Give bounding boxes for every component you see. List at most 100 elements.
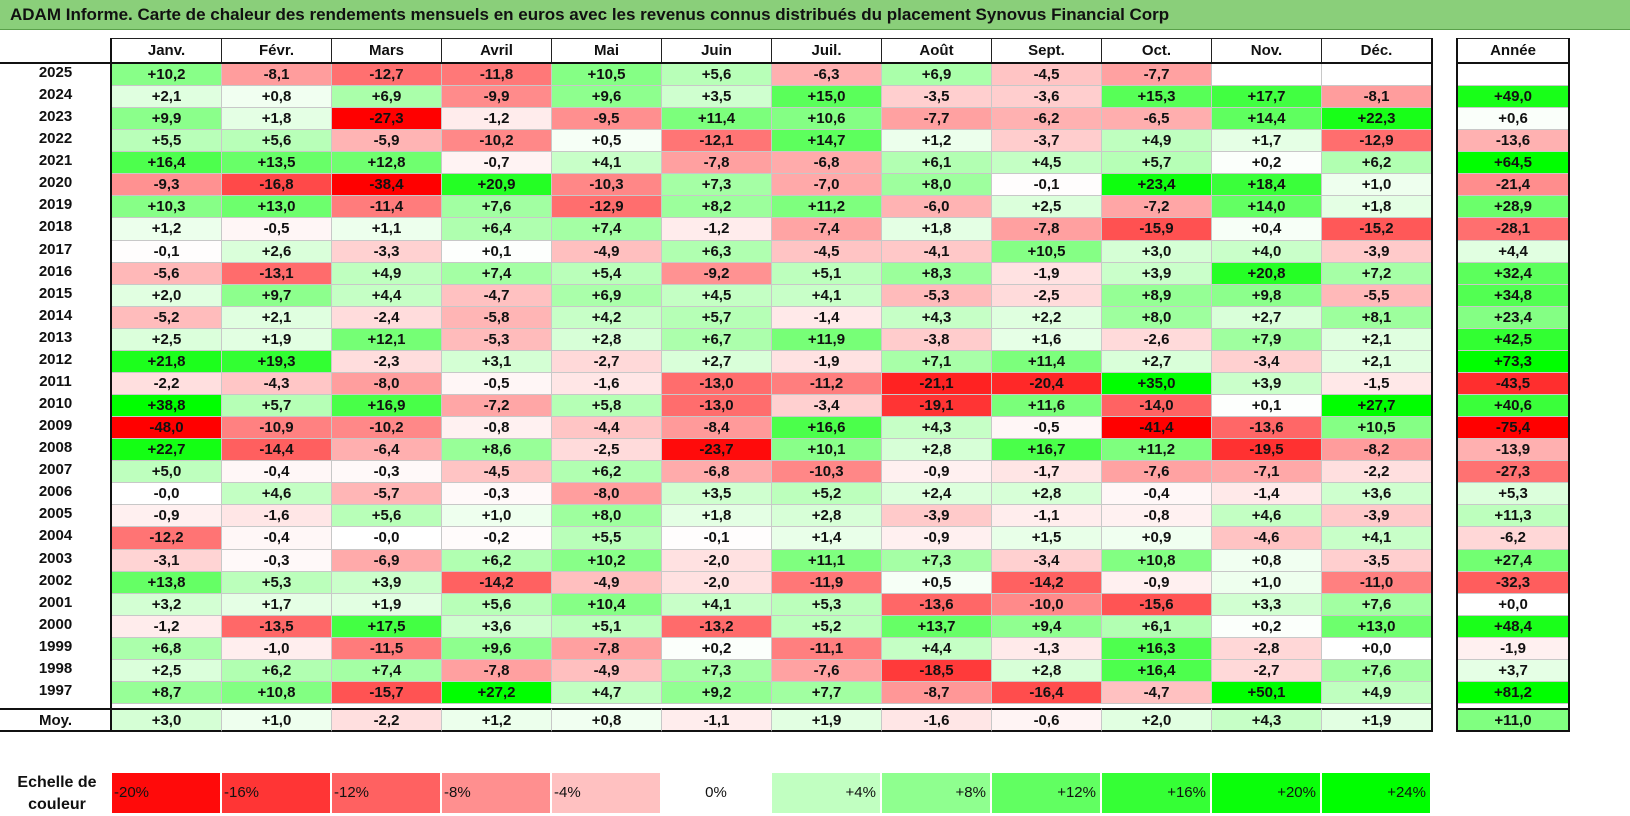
row-year-label: 2012 <box>0 349 111 372</box>
heatmap-cell: -5,9 <box>331 129 442 153</box>
heatmap-cell: +5,5 <box>551 526 662 550</box>
month-header: Juil. <box>771 38 882 63</box>
heatmap-cell: +3,6 <box>1321 482 1432 506</box>
heatmap-cell: -0,3 <box>331 460 442 484</box>
heatmap-cell: +5,5 <box>111 129 222 153</box>
heatmap-cell: +6,4 <box>441 217 552 241</box>
month-header: Janv. <box>111 38 222 63</box>
heatmap-cell: -0,3 <box>441 482 552 506</box>
row-year-label: 1999 <box>0 636 111 659</box>
annual-cell: -43,5 <box>1457 371 1569 396</box>
heatmap-cell: +1,6 <box>991 327 1102 351</box>
heatmap-cell: -1,9 <box>771 349 882 373</box>
heatmap-cell: -13,2 <box>661 614 772 638</box>
heatmap-cell: -1,6 <box>551 371 662 396</box>
heatmap-cell: -2,6 <box>1101 327 1212 351</box>
heatmap-cell: +2,2 <box>991 305 1102 329</box>
heatmap-cell: +2,5 <box>111 658 222 682</box>
heatmap-cell: +9,4 <box>991 614 1102 638</box>
heatmap-cell: -2,5 <box>551 438 662 462</box>
heatmap-cell: -3,5 <box>881 85 992 109</box>
heatmap-cell: +6,2 <box>1321 151 1432 175</box>
heatmap-cell: -16,8 <box>221 173 332 197</box>
heatmap-cell: -0,1 <box>661 526 772 550</box>
heatmap-cell: +4,3 <box>881 416 992 440</box>
heatmap-cell <box>1321 63 1432 87</box>
heatmap-cell: +6,7 <box>661 327 772 351</box>
average-cell: +1,9 <box>1321 708 1432 732</box>
heatmap-cell: +2,4 <box>881 482 992 506</box>
row-year-label: 2007 <box>0 460 111 483</box>
heatmap-cell: -4,1 <box>881 239 992 263</box>
heatmap-cell: -12,9 <box>551 195 662 219</box>
heatmap-cell: +4,1 <box>771 283 882 307</box>
heatmap-cell: +6,1 <box>881 151 992 175</box>
heatmap-cell: +3,3 <box>1211 592 1322 616</box>
heatmap-cell: +10,1 <box>771 438 882 462</box>
row-year-label: 2005 <box>0 504 111 527</box>
heatmap-cell: +0,5 <box>881 570 992 594</box>
heatmap-cell: -2,7 <box>1211 658 1322 682</box>
row-year-label: 2017 <box>0 239 111 262</box>
heatmap-cell: +8,7 <box>111 680 222 705</box>
annual-cell: +5,3 <box>1457 482 1569 506</box>
month-header: Nov. <box>1211 38 1322 63</box>
heatmap-cell: +0,8 <box>221 85 332 109</box>
heatmap-cell: -12,9 <box>1321 129 1432 153</box>
annual-right-border <box>1568 38 1570 732</box>
heatmap-cell: -5,8 <box>441 305 552 329</box>
heatmap-cell: -7,0 <box>771 173 882 197</box>
heatmap-cell: +4,5 <box>661 283 772 307</box>
heatmap-cell: +2,1 <box>1321 349 1432 373</box>
heatmap-cell: +9,6 <box>441 636 552 660</box>
heatmap-cell: -6,4 <box>331 438 442 462</box>
heatmap-cell: -1,7 <box>991 460 1102 484</box>
heatmap-cell: +0,0 <box>1321 636 1432 660</box>
heatmap-cell: -14,2 <box>991 570 1102 594</box>
heatmap-cell: +17,7 <box>1211 85 1322 109</box>
heatmap-cell: +9,7 <box>221 283 332 307</box>
month-header: Mai <box>551 38 662 63</box>
heatmap-cell: -7,8 <box>441 658 552 682</box>
heatmap-cell: +1,9 <box>221 327 332 351</box>
heatmap-cell: +27,7 <box>1321 394 1432 418</box>
heatmap-cell: -11,2 <box>771 371 882 396</box>
heatmap-cell: -14,0 <box>1101 394 1212 418</box>
heatmap-cell: +3,0 <box>1101 239 1212 263</box>
heatmap-cell: +4,1 <box>551 151 662 175</box>
scale-swatch: +24% <box>1321 772 1431 814</box>
annual-left-border <box>1456 38 1458 732</box>
annual-cell: -13,6 <box>1457 129 1569 153</box>
heatmap-cell: +11,2 <box>1101 438 1212 462</box>
heatmap-cell: +20,9 <box>441 173 552 197</box>
heatmap-cell: +7,4 <box>551 217 662 241</box>
heatmap-cell: +10,5 <box>1321 416 1432 440</box>
heatmap-cell: +9,9 <box>111 107 222 131</box>
average-cell: +1,2 <box>441 708 552 732</box>
heatmap-cell: -3,4 <box>991 548 1102 572</box>
heatmap-cell: -9,2 <box>661 261 772 285</box>
heatmap-cell: -15,7 <box>331 680 442 705</box>
heatmap-cell: +8,2 <box>661 195 772 219</box>
heatmap-cell: -0,1 <box>991 173 1102 197</box>
heatmap-cell: +16,4 <box>1101 658 1212 682</box>
heatmap-cell: -1,4 <box>1211 482 1322 506</box>
heatmap-cell: +5,8 <box>551 394 662 418</box>
row-year-label: 2013 <box>0 327 111 350</box>
heatmap-cell: +35,0 <box>1101 371 1212 396</box>
heatmap-cell: +4,6 <box>221 482 332 506</box>
heatmap-cell: -0,0 <box>111 482 222 506</box>
heatmap-cell: +5,0 <box>111 460 222 484</box>
heatmap-cell: +2,8 <box>991 658 1102 682</box>
heatmap-cell: -3,9 <box>1321 239 1432 263</box>
heatmap-cell: -2,8 <box>1211 636 1322 660</box>
heatmap-cell: +1,4 <box>771 526 882 550</box>
heatmap-cell: +0,2 <box>661 636 772 660</box>
heatmap-cell: +10,5 <box>551 63 662 87</box>
heatmap-cell: -12,7 <box>331 63 442 87</box>
heatmap-cell: +8,3 <box>881 261 992 285</box>
average-cell: -0,6 <box>991 708 1102 732</box>
heatmap-cell: +2,0 <box>111 283 222 307</box>
year-column-header: Année <box>1457 38 1569 63</box>
heatmap-cell: +5,3 <box>221 570 332 594</box>
